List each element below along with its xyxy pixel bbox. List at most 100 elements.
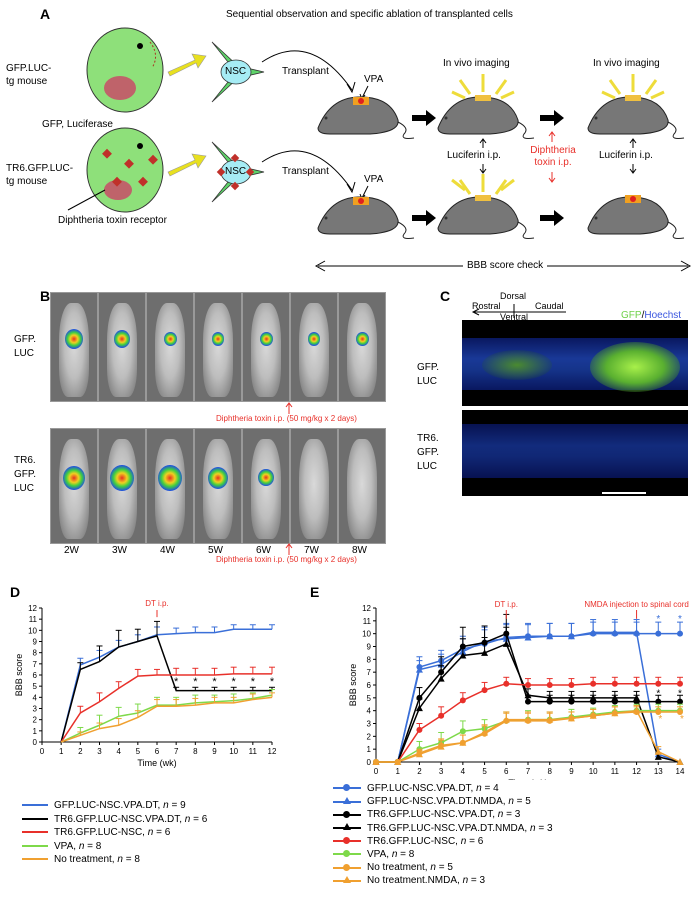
mouse1-label-line2: tg mouse [6,76,48,87]
data-point [415,750,423,758]
week-label: 4W [160,545,175,556]
y-tick-label: 11 [363,617,372,626]
luminescence-signal [259,331,273,347]
significance-star: * [270,676,275,688]
x-tick-label: 14 [676,767,685,776]
week-label: 3W [112,545,127,556]
mouse-image [242,292,290,402]
embryo-gfp-luc-icon [86,27,164,113]
legend-swatch [333,796,361,804]
y-tick-label: 2 [33,716,38,725]
y-tick-label: 10 [362,630,371,639]
series-line [60,628,272,743]
series-tr6-gfp-luc-nsc-n-6 [60,666,275,743]
legend-label: GFP.LUC-NSC.VPA.DT, [54,800,164,811]
legend-item: GFP.LUC-NSC.VPA.DT, n = 9 [22,800,186,811]
x-tick-label: 4 [116,747,121,756]
data-point [481,649,489,656]
legend-n: n [476,783,482,794]
mouse-image [290,428,338,544]
legend-item: GFP.LUC-NSC.VPA.DT.NMDA, n = 5 [333,796,531,807]
luminescence-signal [355,331,369,347]
gfp-legend: GFP [621,310,642,321]
data-point [437,675,445,682]
y-tick-label: 7 [33,660,38,669]
series-tr6-gfp-luc-nsc-vpa-dt-n-3 [373,613,683,765]
week-label: 7W [304,545,319,556]
luciferin-label-2: Luciferin i.p. [599,150,653,161]
data-point [481,687,488,694]
data-point [372,758,380,765]
panel-b-row1-line1: GFP. [14,334,37,345]
panel-c-row1-label: GFP. LUC [417,361,439,389]
panel-c-row2-label: TR6. GFP. LUC [417,432,439,474]
x-tick-label: 13 [654,767,663,776]
mouse-image [194,428,242,544]
data-point [502,640,510,647]
mouse-image [98,292,146,402]
x-tick-label: 8 [193,747,198,756]
x-tick-label: 1 [59,747,64,756]
caudal-label: Caudal [535,301,564,311]
significance-star: * [680,714,684,725]
panel-a-label: A [40,6,51,22]
data-point [633,628,641,636]
mouse-image [338,428,386,544]
legend-n: n [117,854,123,865]
week-label: 6W [256,545,271,556]
significance-star: * [193,676,198,688]
legend-label: TR6.GFP.LUC-NSC, [54,827,148,838]
mouse-image [98,428,146,544]
luminescence-signal [63,465,85,491]
legend-n-value: = 3 [503,809,521,821]
mouse-image [146,428,194,544]
legend-label: TR6.GFP.LUC-NSC, [367,835,461,847]
y-axis-label: BBB score [14,654,24,697]
x-tick-label: 12 [632,767,641,776]
data-point [525,682,531,688]
legend-n-value: = 8 [122,854,140,865]
data-point [676,758,684,765]
data-point [589,628,597,636]
week-label: 2W [64,545,79,556]
data-point [655,708,662,715]
diphtheria-toxin-line2: toxin i.p. [534,157,572,168]
legend-swatch [22,858,48,861]
legend-n-value: = 6 [153,827,171,838]
data-point [611,628,619,636]
legend-n-value: = 8 [84,840,102,852]
data-point [589,694,597,701]
data-point [525,698,531,705]
data-point [633,694,641,701]
x-tick-label: 10 [589,767,598,776]
significance-star: * [658,714,662,725]
mouse-image [242,428,290,544]
y-tick-label: 8 [367,655,372,664]
panel-c-row1-line1: GFP. [417,362,440,373]
mouse2-label-line1: TR6.GFP.LUC- [6,163,74,174]
legend-item: TR6.GFP.LUC-NSC.VPA.DT, n = 6 [22,814,207,825]
nsc-label-1: NSC [225,66,247,77]
data-point [655,630,662,637]
y-tick-label: 4 [33,693,38,702]
mouse-image [50,292,98,402]
data-point [481,728,489,736]
data-point [416,726,423,733]
luminescence-signal [308,332,320,346]
data-point [546,682,553,688]
legend-item: TR6.GFP.LUC-NSC, n = 6 [22,827,170,838]
x-tick-label: 5 [136,747,141,756]
luminescence-signal [212,332,224,346]
legend-n: n [147,827,154,838]
bbb-score-check-label: BBB score check [463,260,548,271]
mouse-image [290,292,338,402]
data-point [677,680,683,687]
data-point [459,728,466,735]
data-point [654,753,662,760]
data-point [567,632,575,640]
data-point [633,707,641,714]
legend-label: VPA, [54,840,79,852]
series-no-treatment-n-8 [60,692,275,743]
x-axis-label: Time (wk) [508,778,547,780]
